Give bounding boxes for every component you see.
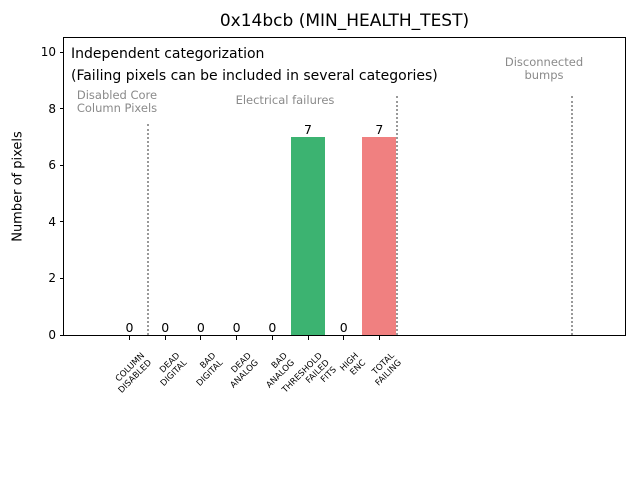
section-divider-line-3: [570, 96, 573, 335]
x-tick-label: BAD DIGITAL: [194, 351, 226, 389]
section-divider-line-2: [395, 96, 398, 335]
section-divider-line-1: [146, 124, 149, 335]
x-axis-tick: [307, 336, 309, 340]
x-tick-label: DEAD ANALOG: [228, 351, 261, 391]
y-tick-label: 6: [48, 158, 56, 173]
x-axis-tick: [236, 336, 238, 340]
y-tick-label: 0: [48, 328, 56, 342]
y-axis-tick: [59, 108, 64, 110]
bar-value-label: 7: [304, 121, 312, 137]
y-tick-label: 8: [48, 101, 56, 116]
section-label-electrical-failures: Electrical failures: [235, 93, 335, 107]
x-tick-label: HIGH ENC: [338, 351, 368, 378]
bar-value-label: 0: [268, 320, 277, 335]
annotation-failing-pixels-note: (Failing pixels can be included in sever…: [71, 68, 438, 84]
x-tick-label: COLUMN DISABLED: [113, 351, 154, 396]
y-tick-label: 2: [48, 271, 56, 286]
plot-area: [63, 37, 626, 336]
x-tick-label: DEAD DIGITAL: [158, 351, 190, 389]
bar-value-label: 0: [125, 320, 134, 335]
y-tick-label: 10: [40, 45, 56, 59]
x-axis-tick: [129, 336, 130, 340]
y-axis-tick: [59, 277, 64, 279]
y-axis-tick: [59, 51, 64, 53]
y-axis-tick: [59, 164, 64, 166]
annotation-independent-categorization: Independent categorization: [71, 46, 265, 62]
x-tick-label: TOTAL FAILING: [370, 351, 404, 389]
y-tick-label: 4: [48, 214, 56, 229]
y-axis-tick: [59, 221, 64, 223]
bar: [362, 136, 397, 335]
y-axis-tick: [59, 334, 64, 336]
x-axis-tick: [343, 336, 345, 340]
bar-value-label: 0: [339, 320, 348, 335]
x-axis-tick: [378, 336, 380, 340]
section-label-disabled-core-column-pixels: Disabled Core Column Pixels: [76, 88, 158, 115]
x-axis-tick: [271, 336, 273, 340]
bar-value-label: 0: [196, 320, 205, 335]
bar: [291, 136, 325, 335]
x-axis-tick: [164, 336, 166, 340]
bar-value-label: 0: [232, 320, 241, 335]
chart-title: 0x14bcb (MIN_HEALTH_TEST): [219, 11, 470, 31]
bar-value-label: 7: [375, 121, 384, 137]
x-axis-tick: [200, 336, 202, 340]
section-label-disconnected-bumps: Disconnected bumps: [504, 55, 584, 82]
bar-value-label: 0: [161, 320, 170, 335]
